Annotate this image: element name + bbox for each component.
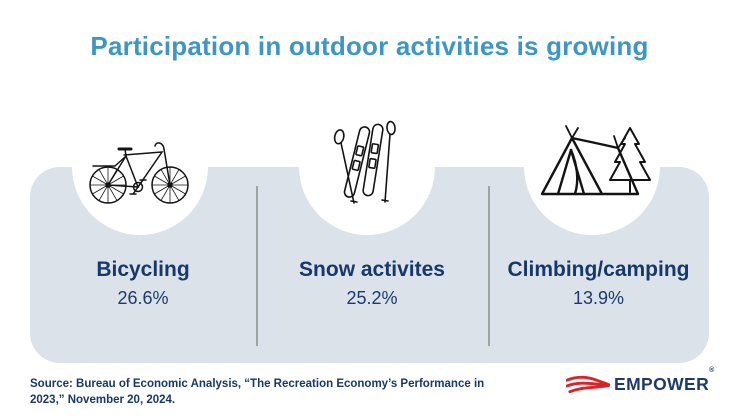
activity-bicycling: Bicycling 26.6% (30, 258, 256, 309)
activity-name: Climbing/camping (507, 258, 690, 281)
activity-climbing-camping: Climbing/camping 13.9% (488, 258, 709, 309)
vertical-divider (488, 186, 490, 346)
page-title: Participation in outdoor activities is g… (90, 31, 649, 61)
source-attribution: Source: Bureau of Economic Analysis, “Th… (30, 378, 485, 407)
empower-wordmark: EMPOWER® (614, 367, 714, 395)
activity-name: Snow activites (299, 258, 445, 281)
activity-value: 13.9% (572, 288, 625, 308)
empower-wave-icon (566, 375, 610, 393)
icon-notch (524, 99, 660, 235)
empower-logo: EMPOWER® (566, 367, 714, 395)
activity-value: 25.2% (346, 288, 398, 308)
skis-icon (328, 118, 406, 210)
vertical-divider (256, 186, 258, 346)
bicycle-icon (86, 136, 192, 206)
icon-notch (72, 99, 208, 235)
registered-trademark-symbol: ® (709, 367, 715, 374)
activity-snow: Snow activites 25.2% (256, 258, 488, 309)
logo-text: EMPOWER (614, 374, 710, 394)
activity-name: Bicycling (96, 258, 190, 281)
tent-tree-icon (536, 122, 652, 208)
activity-value: 26.6% (117, 288, 169, 308)
